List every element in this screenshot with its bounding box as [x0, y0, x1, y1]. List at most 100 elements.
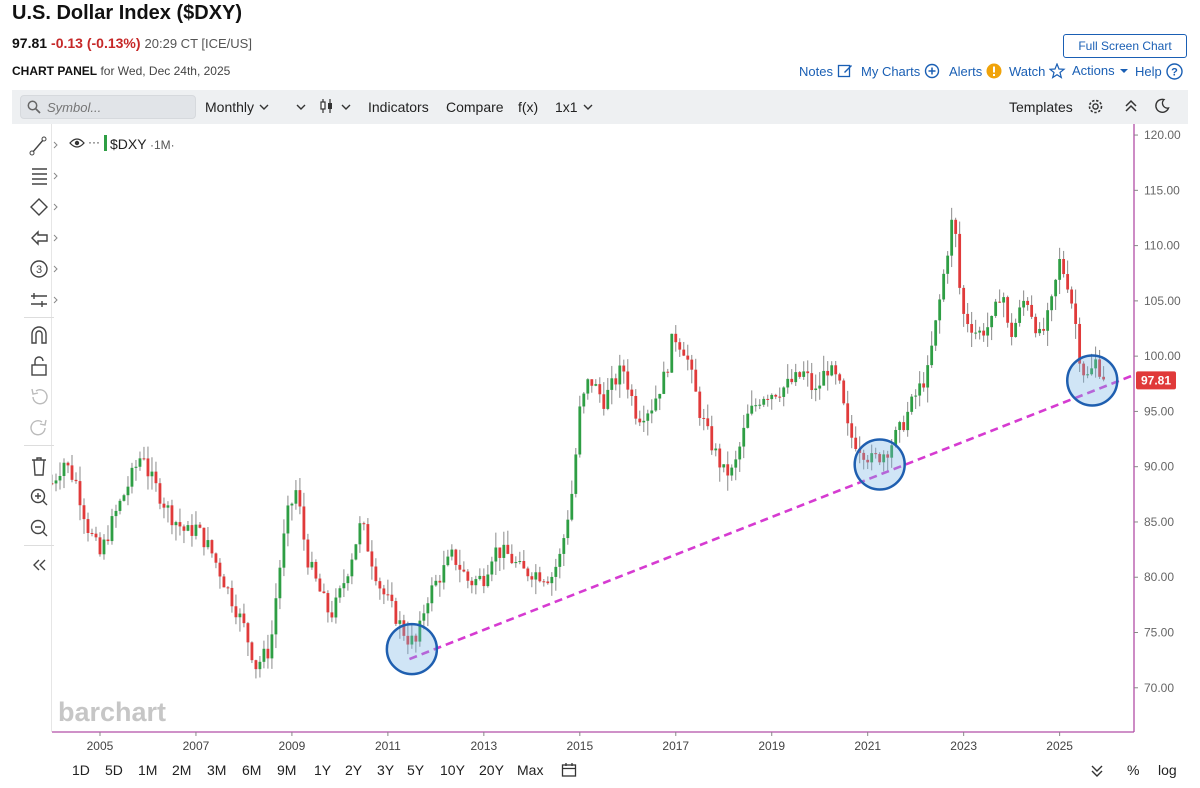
fib-tool-icon[interactable] [20, 164, 60, 188]
notes-link[interactable]: Notes [799, 63, 853, 79]
x-tick-label: 2007 [183, 739, 210, 753]
interval-chevron-down-icon[interactable] [258, 102, 270, 112]
trash-icon[interactable] [20, 454, 60, 478]
candle-body [962, 287, 966, 314]
fx-button[interactable]: f(x) [518, 99, 539, 115]
candle-body [966, 313, 970, 325]
zoom-out-icon[interactable] [20, 516, 60, 540]
range-3m[interactable]: 3M [207, 762, 227, 778]
candle-body [210, 540, 214, 554]
shape-tool-icon[interactable] [20, 195, 60, 219]
indicators-button[interactable]: Indicators [368, 99, 429, 115]
candle-type-icon[interactable] [319, 98, 335, 114]
legend-symbol: $DXY [110, 136, 147, 152]
line-tool-icon[interactable] [20, 133, 60, 157]
candle-body [206, 540, 210, 548]
range-1y[interactable]: 1Y [314, 762, 332, 778]
symbol-search[interactable] [20, 95, 196, 119]
range-6m[interactable]: 6M [242, 762, 262, 778]
collapse-up-icon[interactable] [1124, 98, 1138, 114]
price-chart[interactable]: 120.00 115.00 110.00 105.00 100.00 95.00 90.00… [52, 124, 1188, 758]
actions-menu[interactable]: Actions [1072, 63, 1129, 78]
magnet-icon[interactable] [20, 323, 60, 347]
candle-body [258, 661, 262, 670]
redo-icon[interactable] [20, 416, 60, 440]
candle-body [738, 446, 742, 460]
actions-label: Actions [1072, 63, 1115, 78]
eye-icon[interactable] [69, 138, 85, 148]
candle-body [314, 561, 318, 579]
candle-body [222, 576, 226, 588]
range-5d[interactable]: 5D [105, 762, 123, 778]
candle-body [514, 562, 518, 564]
annotation-layer [385, 354, 1135, 676]
counter-tool-icon[interactable]: 3 [20, 257, 60, 281]
range-3y[interactable]: 3Y [377, 762, 395, 778]
range-1m[interactable]: 1M [138, 762, 158, 778]
candle-body [754, 405, 758, 407]
chart-type-chevron-down-icon[interactable] [295, 102, 307, 112]
range-10y[interactable]: 10Y [440, 762, 465, 778]
candle-body [538, 572, 542, 582]
candle-body [462, 569, 466, 572]
my-charts-link[interactable]: My Charts [861, 63, 940, 79]
candle-body [866, 459, 870, 463]
range-2m[interactable]: 2M [172, 762, 192, 778]
range-9m[interactable]: 9M [277, 762, 297, 778]
percent-scale-toggle[interactable]: % [1127, 762, 1140, 778]
candle-body [382, 588, 386, 595]
layout-select[interactable]: 1x1 [555, 99, 578, 115]
layout-chevron-down-icon[interactable] [582, 102, 594, 112]
candle-body [926, 365, 930, 388]
candle-body [52, 483, 54, 485]
compare-button[interactable]: Compare [446, 99, 504, 115]
watch-link[interactable]: Watch [1009, 63, 1067, 79]
candle-body [150, 471, 154, 477]
symbol-input[interactable] [45, 98, 190, 116]
range-2y[interactable]: 2Y [345, 762, 363, 778]
candle-body [622, 365, 626, 372]
collapse-sidebar-icon[interactable] [20, 553, 60, 577]
candle-body [746, 413, 750, 428]
undo-icon[interactable] [20, 385, 60, 409]
candle-body [302, 506, 306, 540]
full-screen-chart-button[interactable]: Full Screen Chart [1063, 34, 1187, 58]
candle-body [350, 559, 354, 577]
touch-point-circle [385, 622, 439, 676]
measure-tool-icon[interactable] [20, 288, 60, 312]
candle-body [790, 378, 794, 383]
settings-gear-icon[interactable] [1087, 98, 1104, 115]
arrow-tool-icon[interactable] [20, 226, 60, 250]
zoom-in-icon[interactable] [20, 485, 60, 509]
alerts-link[interactable]: Alerts [949, 63, 1002, 79]
range-20y[interactable]: 20Y [479, 762, 504, 778]
candle-body [458, 564, 462, 570]
candle-body [998, 301, 1002, 303]
candle-body [838, 374, 842, 381]
edit-icon [837, 64, 852, 78]
help-link[interactable]: Help ? [1135, 63, 1183, 80]
calendar-icon[interactable] [561, 762, 577, 781]
candle-body [246, 623, 250, 643]
range-max[interactable]: Max [517, 762, 544, 778]
candle-body [338, 588, 342, 598]
candle-body [666, 371, 670, 373]
range-1d[interactable]: 1D [72, 762, 90, 778]
dark-mode-moon-icon[interactable] [1154, 98, 1170, 114]
expand-down-icon[interactable] [1090, 762, 1104, 781]
legend-more-dots[interactable]: ··· [88, 135, 100, 149]
y-tick-label: 110.00 [1144, 239, 1180, 253]
candle-chevron-down-icon[interactable] [340, 102, 352, 112]
range-5y[interactable]: 5Y [407, 762, 425, 778]
candle-body [518, 561, 522, 563]
drawing-tools-sidebar: 3 [12, 124, 58, 732]
candle-body [542, 581, 546, 583]
chart-panel-date: for Wed, Dec 24th, 2025 [100, 64, 231, 78]
log-scale-toggle[interactable]: log [1158, 762, 1177, 778]
interval-select[interactable]: Monthly [205, 97, 254, 117]
unlock-icon[interactable] [20, 354, 60, 378]
candle-body [890, 445, 894, 458]
candle-body [1070, 289, 1074, 304]
candle-body [914, 395, 918, 397]
templates-button[interactable]: Templates [1009, 99, 1073, 115]
